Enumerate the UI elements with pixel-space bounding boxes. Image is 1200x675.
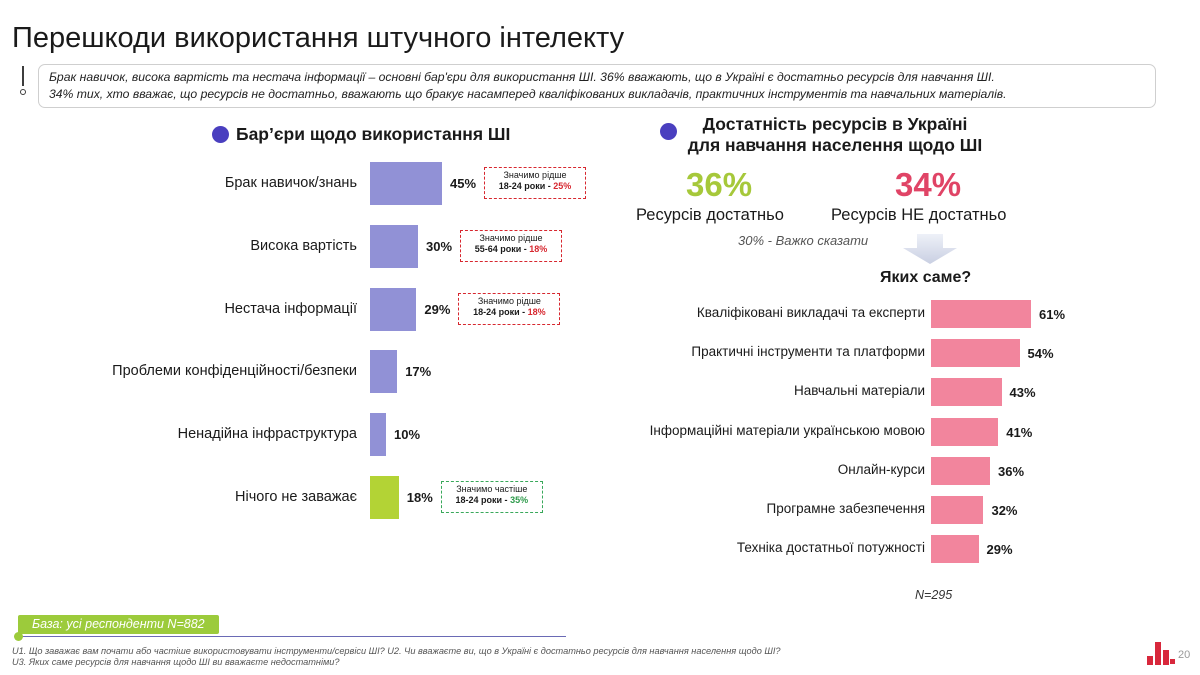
barriers-header: Бар’єри щодо використання ШІ bbox=[212, 124, 510, 145]
resources-no-label: Ресурсів НЕ достатньо bbox=[831, 206, 1007, 224]
resources-title-line-1: Достатність ресурсів в Україні bbox=[702, 114, 968, 134]
resource-bar bbox=[931, 378, 1002, 407]
footnote-line-2: U3. Яких саме ресурсів для навчання щодо… bbox=[12, 657, 340, 667]
resource-bar bbox=[931, 456, 991, 485]
resource-label: Кваліфіковані викладачі та експерти bbox=[696, 305, 925, 320]
base-dot bbox=[14, 632, 23, 641]
barrier-bar bbox=[370, 476, 399, 519]
base-divider bbox=[18, 636, 566, 637]
barrier-label: Нестача інформації bbox=[224, 300, 357, 317]
significance-note: Значимо рідше 55-64 роки - 18% bbox=[460, 229, 562, 262]
barrier-label: Висока вартість bbox=[250, 237, 357, 254]
significance-line-2: 18-24 роки - 25% bbox=[485, 181, 585, 192]
resource-bar bbox=[931, 417, 999, 446]
down-arrow-icon bbox=[903, 234, 957, 264]
resource-value: 41% bbox=[1006, 424, 1033, 440]
significance-note: Значимо рідше 18-24 роки - 18% bbox=[458, 292, 561, 325]
resource-label: Навчальні матеріали bbox=[794, 383, 925, 399]
significance-line-1: Значимо рідше bbox=[503, 170, 567, 180]
summary-note: Брак навичок, висока вартість та нестача… bbox=[38, 64, 1156, 108]
resource-bar bbox=[931, 535, 979, 564]
barrier-bar bbox=[370, 162, 442, 205]
question-footnote: U1. Що заважає вам почати або частіше ви… bbox=[12, 646, 781, 668]
resource-label: Техніка достатньої потужності bbox=[736, 540, 925, 556]
barrier-value: 29% bbox=[424, 301, 451, 317]
base-badge: База: усі респонденти N=882 bbox=[18, 615, 219, 634]
resource-value: 54% bbox=[1027, 346, 1054, 362]
brand-logo-icon bbox=[1147, 642, 1175, 665]
resources-title-line-2: для навчання населення щодо ШІ bbox=[687, 135, 983, 155]
resource-value: 61% bbox=[1039, 307, 1066, 322]
resource-bar bbox=[931, 339, 1020, 368]
barrier-label: Ненадійна інфраструктура bbox=[177, 426, 357, 443]
resource-label: Онлайн-курси bbox=[837, 461, 925, 477]
significance-line-1: Значимо рідше bbox=[477, 295, 541, 306]
exclamation-icon bbox=[20, 66, 26, 96]
barrier-value: 30% bbox=[426, 238, 453, 254]
barrier-value: 10% bbox=[394, 427, 421, 443]
significance-line-2: 18-24 роки - 35% bbox=[442, 495, 542, 506]
barrier-bar bbox=[370, 224, 418, 268]
significance-value: 18% bbox=[529, 243, 548, 254]
significance-note: Значимо частіше 18-24 роки - 35% bbox=[440, 481, 543, 513]
resources-yes-percent: 36% bbox=[686, 166, 753, 203]
resource-label: Інформаційні матеріали українською мовою bbox=[649, 422, 925, 438]
sample-size: N=295 bbox=[915, 588, 953, 602]
page-title: Перешкоди використання штучного інтелект… bbox=[12, 22, 625, 54]
resource-value: 36% bbox=[998, 463, 1025, 479]
barrier-bar bbox=[370, 413, 386, 457]
barrier-value: 17% bbox=[405, 364, 432, 380]
footnote-line-1: U1. Що заважає вам почати або частіше ви… bbox=[12, 646, 781, 656]
significance-note: Значимо рідше 18-24 роки - 25% bbox=[484, 167, 586, 199]
barriers-title: Бар’єри щодо використання ШІ bbox=[236, 124, 511, 144]
page-number: 20 bbox=[1178, 649, 1191, 661]
resource-label: Практичні інструменти та платформи bbox=[691, 344, 925, 360]
resources-yes-label: Ресурсів достатньо bbox=[636, 206, 784, 224]
significance-line-2: 55-64 роки - 18% bbox=[461, 244, 561, 255]
resources-title: Достатність ресурсів в Україні для навча… bbox=[680, 114, 990, 156]
summary-line-1: Брак навичок, висока вартість та нестача… bbox=[49, 70, 995, 84]
barrier-value: 45% bbox=[450, 176, 477, 191]
resource-bar bbox=[931, 496, 984, 524]
resources-no-percent: 34% bbox=[895, 166, 962, 203]
resource-value: 32% bbox=[991, 503, 1018, 518]
significance-line-1: Значимо рідше bbox=[479, 232, 543, 243]
hard-to-say-note: 30% - Важко сказати bbox=[738, 233, 869, 248]
barrier-label: Брак навичок/знань bbox=[224, 175, 357, 191]
significance-value: 35% bbox=[510, 495, 529, 505]
barrier-label: Нічого не заважає bbox=[235, 489, 357, 505]
significance-line-1: Значимо частіше bbox=[456, 484, 528, 494]
resource-value: 43% bbox=[1009, 385, 1036, 401]
resource-bar bbox=[931, 300, 1032, 328]
bullet-dot-icon bbox=[660, 123, 677, 140]
significance-group: 18-24 роки - bbox=[473, 306, 528, 317]
significance-value: 25% bbox=[553, 181, 572, 191]
barrier-value: 18% bbox=[406, 490, 433, 505]
barrier-bar bbox=[370, 350, 398, 394]
barrier-bar bbox=[370, 287, 417, 331]
bullet-dot-icon bbox=[212, 126, 229, 143]
significance-line-2: 18-24 роки - 18% bbox=[459, 307, 559, 318]
significance-group: 18-24 роки - bbox=[498, 181, 554, 191]
summary-line-2: 34% тих, хто вважає, що ресурсів не дост… bbox=[49, 87, 1007, 101]
significance-group: 18-24 роки - bbox=[455, 495, 511, 505]
barrier-label: Проблеми конфіденційності/безпеки bbox=[112, 363, 357, 380]
significance-group: 55-64 роки - bbox=[474, 243, 530, 254]
resource-label: Програмне забезпечення bbox=[766, 501, 925, 516]
resource-value: 29% bbox=[986, 542, 1013, 558]
which-resources-title: Яких саме? bbox=[880, 269, 972, 286]
significance-value: 18% bbox=[527, 306, 546, 317]
